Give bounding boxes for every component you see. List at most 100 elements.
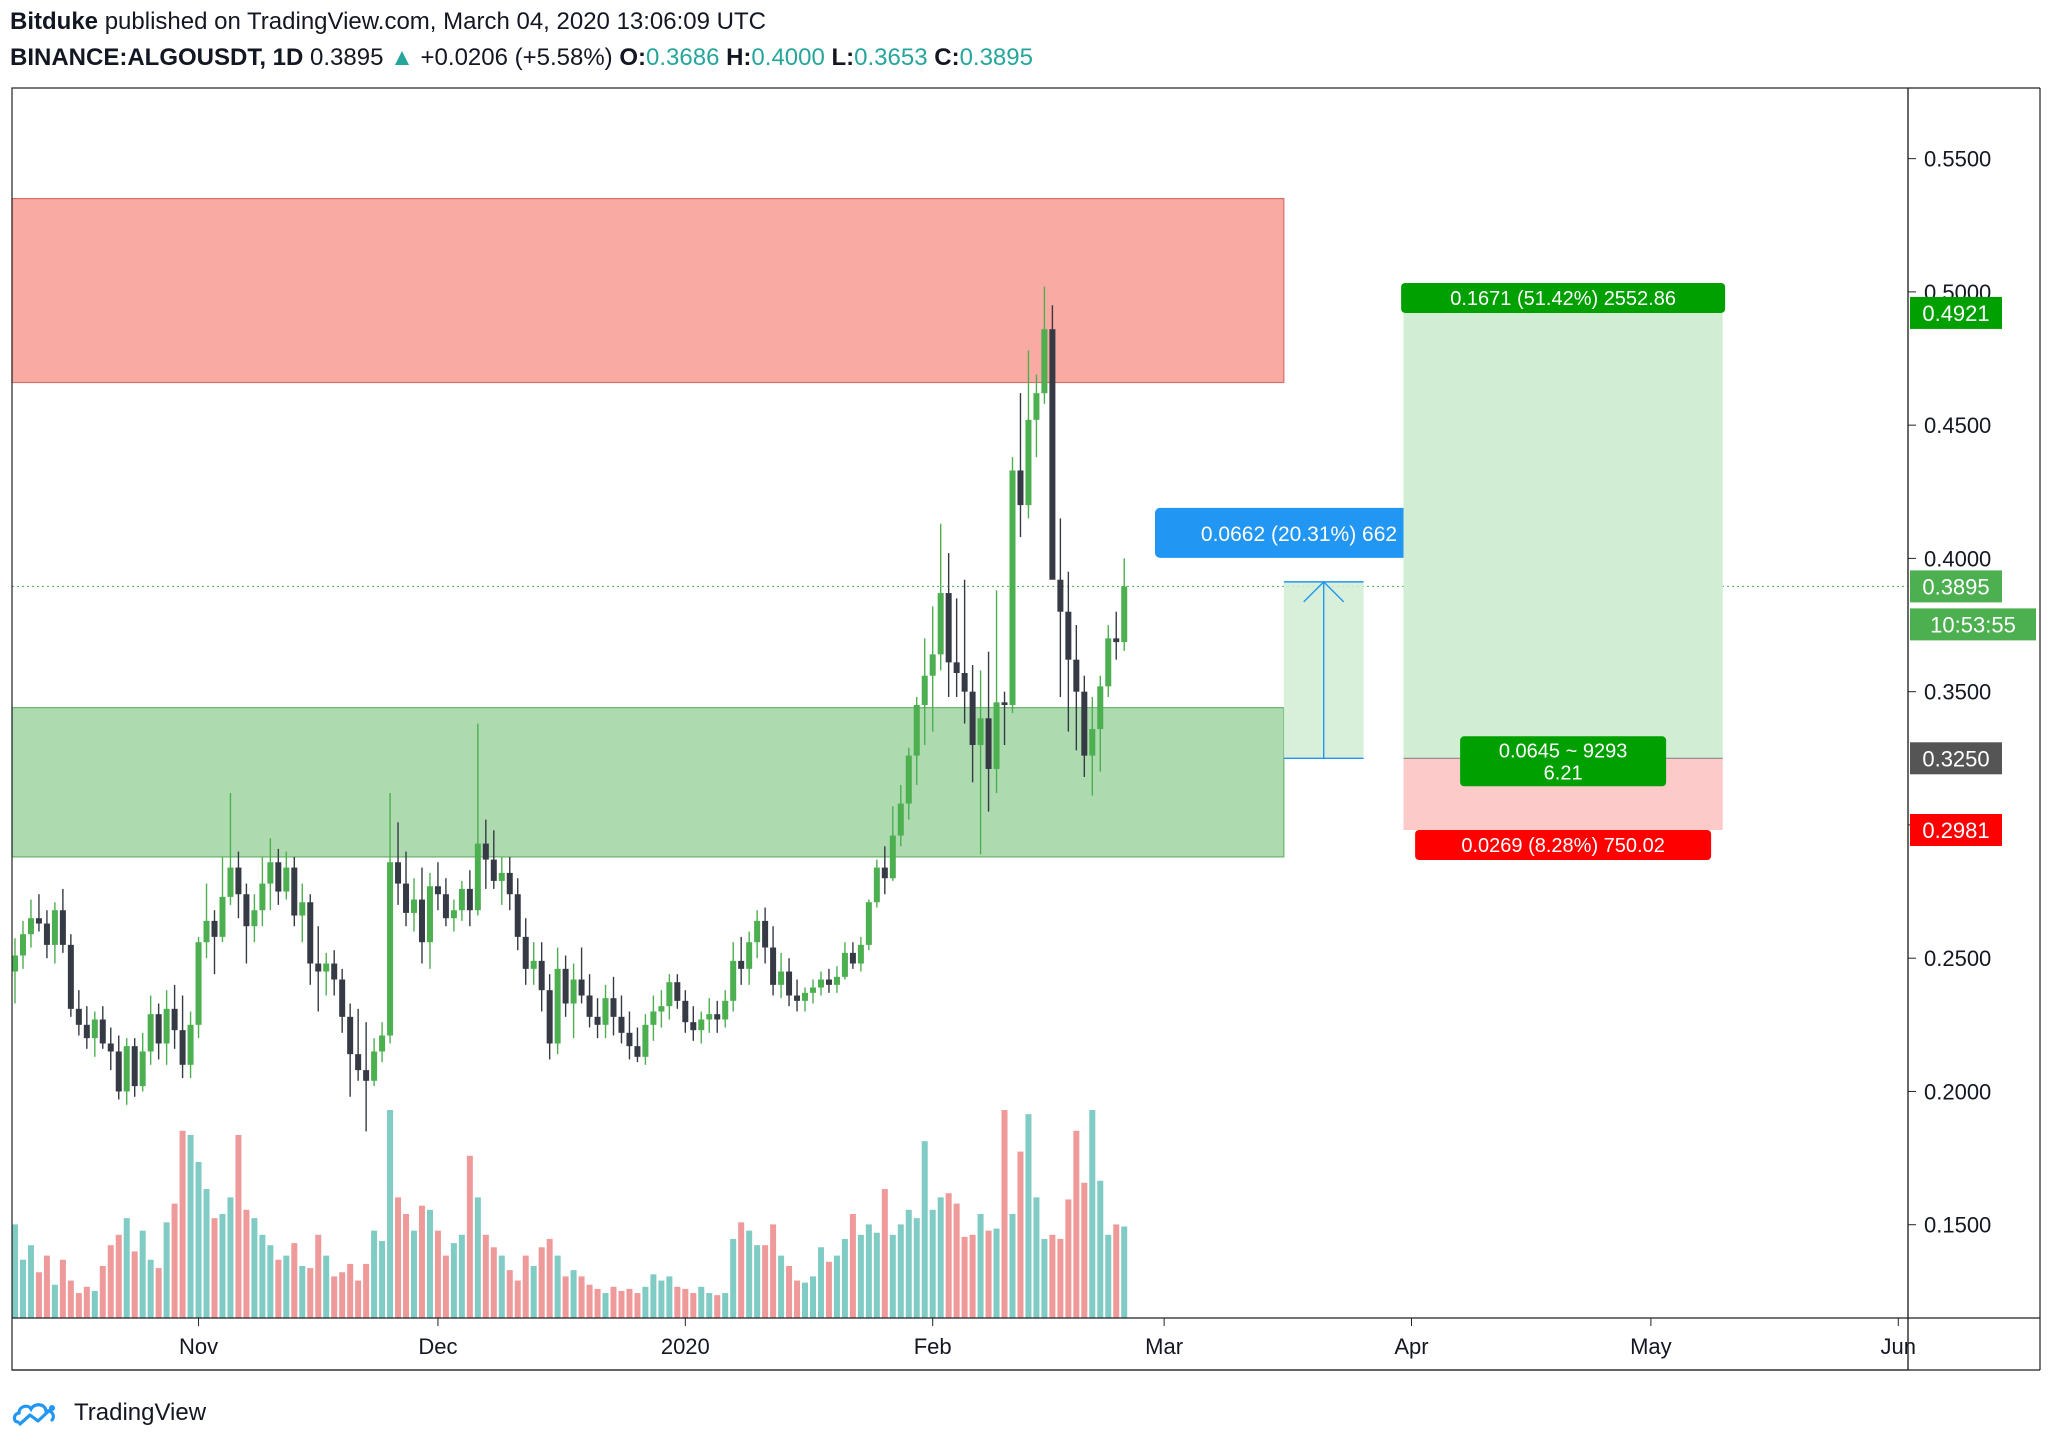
candle: [913, 697, 920, 785]
volume-bar: [522, 1255, 529, 1318]
volume-bar: [163, 1222, 170, 1318]
volume-bar: [243, 1209, 250, 1318]
candle: [658, 990, 665, 1028]
price-axis-label: [1910, 296, 2002, 329]
time-tick-label: Apr: [1394, 1334, 1428, 1359]
volume-bar: [299, 1266, 306, 1318]
volume-bar: [666, 1276, 673, 1318]
last-price: 0.3895: [310, 44, 384, 71]
volume-bar: [67, 1280, 74, 1318]
price-tick-label: 0.1500: [1924, 1213, 1991, 1238]
volume-bar: [993, 1228, 1000, 1318]
candle: [634, 1027, 641, 1063]
candle: [418, 867, 425, 964]
volume-bar: [59, 1259, 66, 1318]
volume-bar: [498, 1255, 505, 1318]
candle: [977, 670, 984, 855]
profit-zone: [1403, 312, 1723, 759]
volume-bar: [514, 1280, 521, 1318]
price-axis-label-text: 0.2981: [1922, 818, 1989, 843]
volume-bar: [195, 1162, 202, 1318]
volume-bar: [977, 1214, 984, 1318]
volume-bar: [738, 1222, 745, 1318]
resistance-zone[interactable]: [11, 198, 1285, 384]
volume-bar: [865, 1224, 872, 1318]
volume-bar: [211, 1218, 218, 1318]
volume-bar: [610, 1286, 617, 1318]
candle: [1121, 558, 1128, 651]
entry-label-box: [1460, 736, 1667, 787]
tradingview-cloud-icon[interactable]: [12, 1398, 66, 1428]
volume-bar: [426, 1209, 433, 1318]
publisher-line: Bitduke published on TradingView.com, Ma…: [10, 8, 766, 36]
price-range-tool[interactable]: 0.0662 (20.31%) 662: [1155, 507, 1443, 760]
candle: [586, 974, 593, 1028]
time-tick-label: Nov: [179, 1334, 218, 1359]
candle: [323, 952, 330, 996]
candle: [682, 990, 689, 1033]
volume-bar: [395, 1197, 402, 1318]
candle: [770, 926, 777, 996]
candle: [961, 579, 968, 724]
volume-bar: [945, 1193, 952, 1318]
candle: [243, 883, 250, 964]
price-tick-label: 0.4000: [1924, 546, 1991, 571]
candle: [857, 936, 864, 972]
candle: [562, 955, 569, 1017]
volume-bar: [754, 1245, 761, 1318]
candle: [1025, 350, 1032, 519]
candle: [530, 942, 537, 985]
volume-bar: [259, 1234, 266, 1318]
volume-bar: [674, 1286, 681, 1318]
candle: [171, 984, 178, 1049]
volume-bar: [179, 1130, 186, 1318]
candle: [546, 974, 553, 1060]
candle: [123, 1038, 130, 1105]
footer-brand[interactable]: TradingView: [74, 1399, 207, 1426]
candle: [283, 851, 290, 900]
up-arrow-icon: ▲: [390, 44, 414, 71]
candle: [522, 918, 529, 985]
volume-bar: [618, 1290, 625, 1318]
long-position-tool[interactable]: 0.1671 (51.42%) 2552.86 0.0645 ~ 92936.21…: [1401, 282, 1726, 860]
volume-bar: [833, 1255, 840, 1318]
volume-bar: [586, 1284, 593, 1318]
candle: [778, 952, 785, 999]
candle: [347, 1003, 354, 1097]
volume-bar: [530, 1266, 537, 1318]
symbol-name[interactable]: BINANCE:ALGOUSDT, 1D: [10, 44, 304, 71]
volume-bar: [849, 1214, 856, 1318]
volume-bar: [131, 1251, 138, 1318]
candle: [187, 1011, 194, 1079]
price-axis-label-text: 0.4921: [1922, 301, 1989, 326]
measure-label: 0.0662 (20.31%) 662: [1201, 523, 1397, 546]
volume-bar: [921, 1141, 928, 1318]
volume-bar: [450, 1243, 457, 1318]
candle: [147, 995, 154, 1065]
candle: [666, 974, 673, 1020]
candle: [179, 995, 186, 1079]
candle: [1009, 457, 1016, 713]
volume-bar: [75, 1293, 82, 1318]
candle: [434, 862, 441, 911]
candle: [1097, 675, 1104, 772]
volume-bar: [107, 1245, 114, 1318]
volume-bar: [786, 1266, 793, 1318]
volume-bar: [1121, 1226, 1128, 1318]
candles-layer: [12, 286, 1128, 1132]
candle: [387, 792, 394, 1044]
candle: [115, 1035, 122, 1100]
time-tick-label: 2020: [661, 1334, 710, 1359]
volume-bar: [12, 1224, 18, 1318]
author-name[interactable]: Bitduke: [10, 8, 99, 35]
candle: [195, 936, 202, 1039]
footer: TradingView: [12, 1395, 206, 1431]
price-axis-label-text: 0.3250: [1922, 746, 1989, 771]
candle: [969, 665, 976, 783]
candle: [1001, 691, 1008, 745]
candle: [12, 938, 18, 1004]
volume-bar: [331, 1276, 338, 1318]
candle: [75, 990, 82, 1036]
candle: [1065, 571, 1072, 732]
